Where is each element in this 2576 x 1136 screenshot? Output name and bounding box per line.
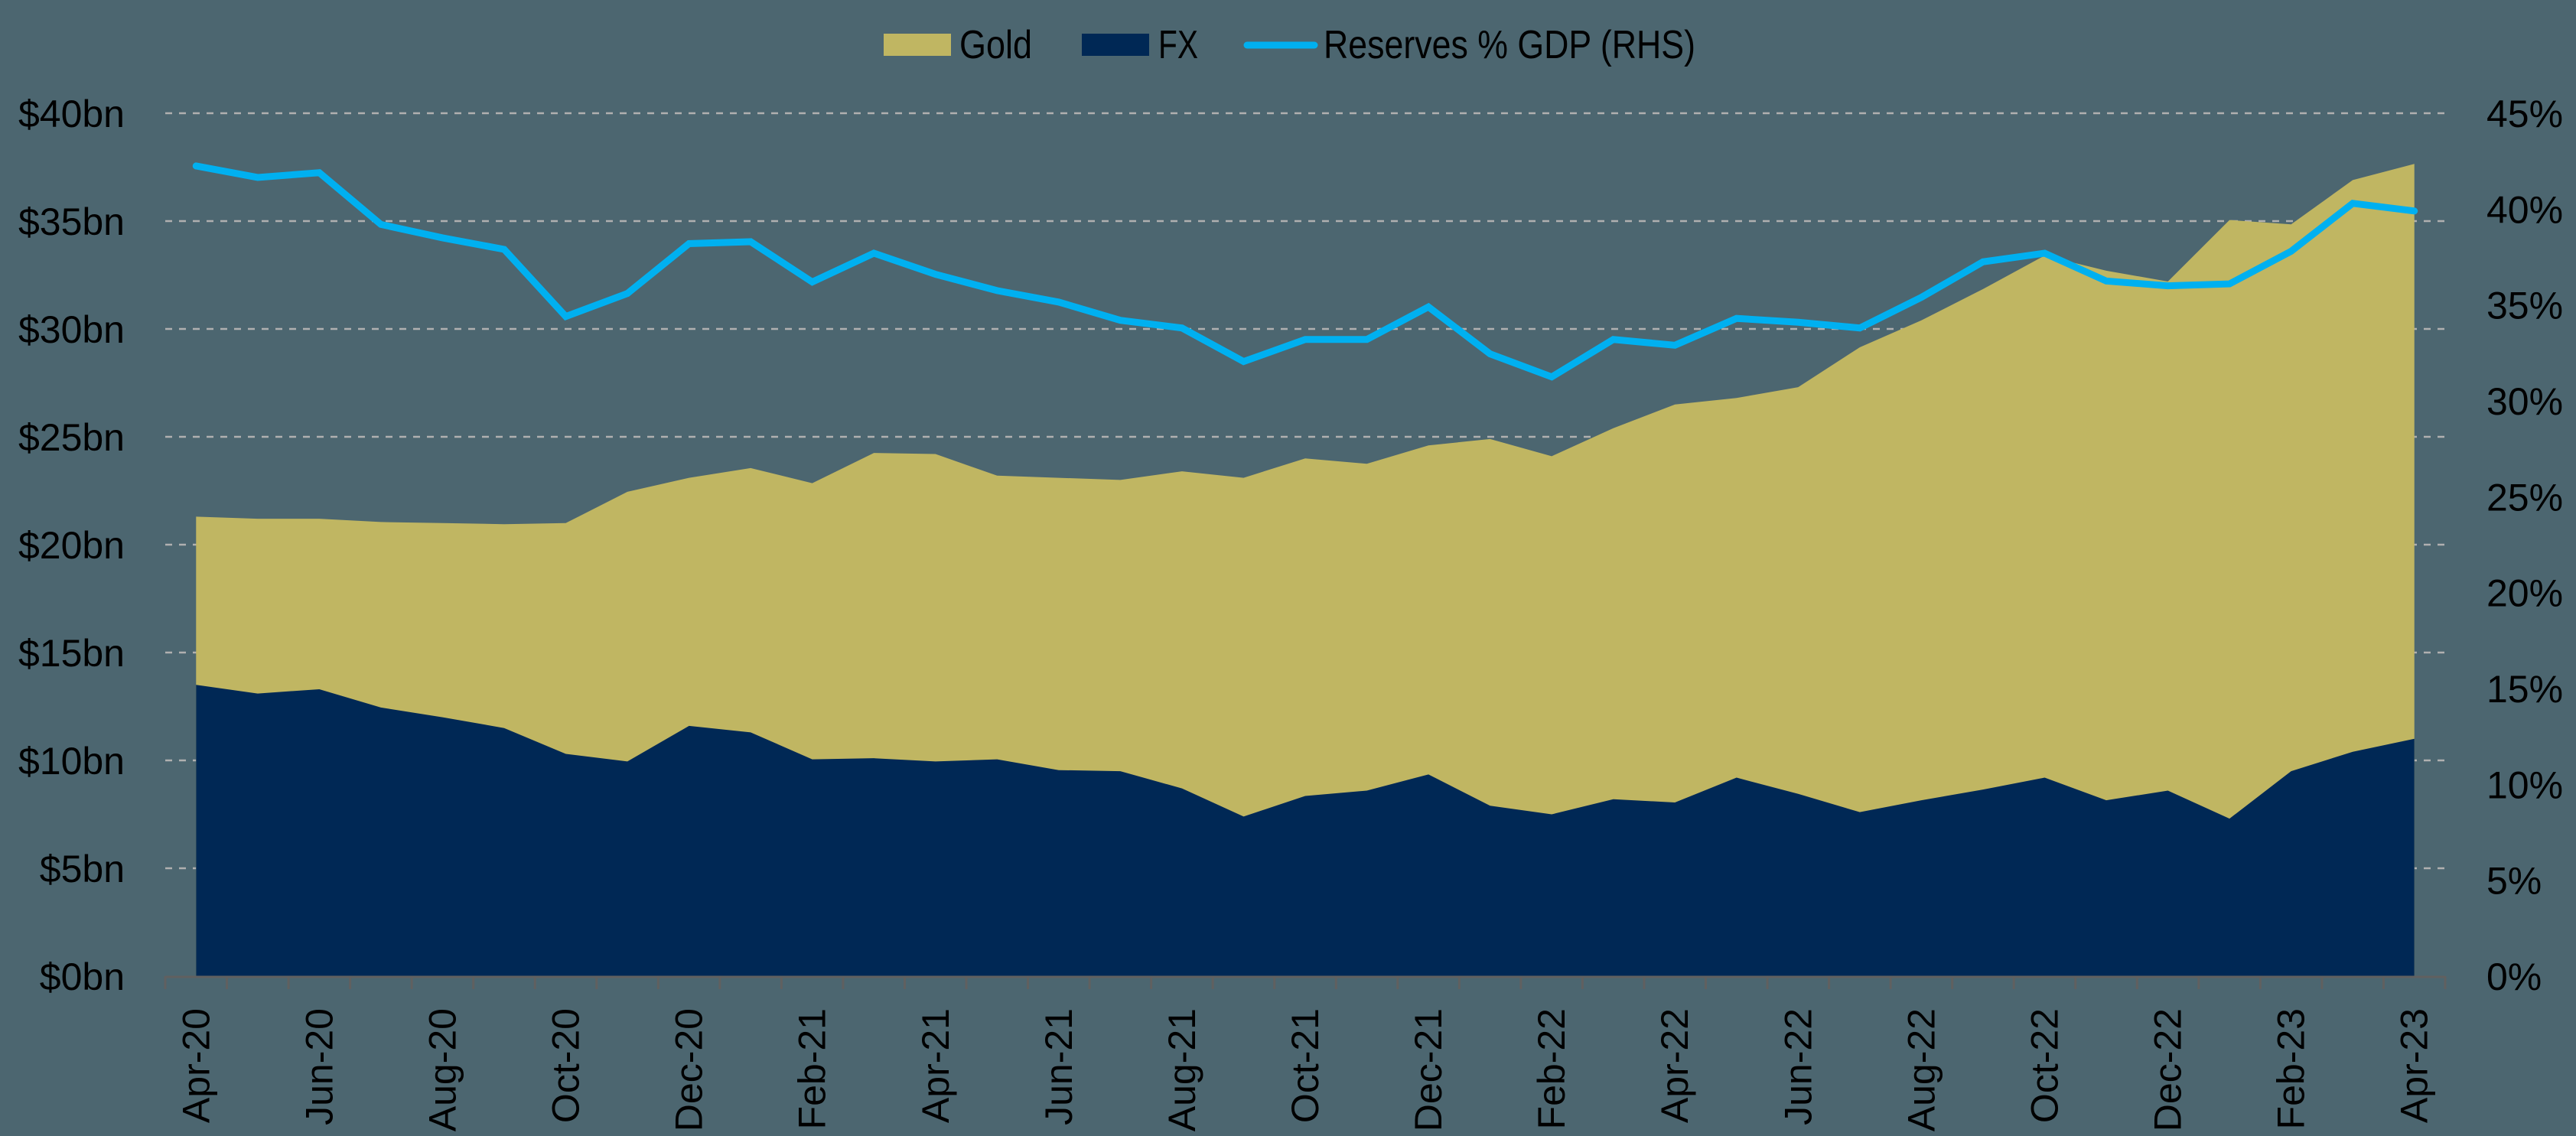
y-right-tick-label: 45%: [2486, 93, 2563, 135]
y-left-tick-label: $40bn: [18, 93, 125, 135]
y-left-tick-label: $25bn: [18, 416, 125, 459]
legend-swatch-gold: [884, 34, 951, 56]
plot-areas: [196, 164, 2415, 976]
y-axis-right: 0% 5% 10% 15% 20% 25% 30% 35% 40% 45%: [2486, 93, 2563, 998]
x-tick-label: Oct-20: [545, 1008, 588, 1123]
x-tick-label: Dec-20: [668, 1008, 711, 1131]
y-right-tick-label: 40%: [2486, 188, 2563, 231]
legend-label-reserves: Reserves % GDP (RHS): [1324, 23, 1695, 67]
x-tick-label: Aug-20: [421, 1008, 464, 1131]
y-right-tick-label: 10%: [2486, 763, 2563, 806]
y-axis-left: $0bn $5bn $10bn $15bn $20bn $25bn $30bn $35bn $4…: [18, 93, 125, 998]
y-right-tick-label: 35%: [2486, 285, 2563, 327]
x-tick-label: Apr-22: [1653, 1008, 1696, 1123]
y-left-tick-label: $20bn: [18, 524, 125, 567]
y-left-tick-label: $5bn: [40, 848, 125, 890]
y-right-tick-label: 25%: [2486, 476, 2563, 519]
x-tick-label: Feb-21: [791, 1008, 834, 1129]
y-left-tick-label: $30bn: [18, 308, 125, 351]
x-tick-label: Feb-23: [2270, 1008, 2313, 1129]
reserves-gdp-line: [192, 162, 2418, 381]
x-tick-label: Jun-21: [1037, 1008, 1080, 1125]
y-left-tick-label: $15bn: [18, 632, 125, 675]
y-right-tick-label: 20%: [2486, 572, 2563, 615]
y-right-tick-label: 30%: [2486, 380, 2563, 423]
x-tick-label: Jun-20: [298, 1008, 340, 1125]
x-axis: [164, 975, 2447, 989]
x-tick-label: Jun-22: [1776, 1008, 1819, 1125]
x-tick-label: Apr-21: [914, 1008, 957, 1123]
y-right-tick-label: 5%: [2486, 860, 2542, 903]
fx-area: [196, 685, 2415, 976]
legend-label-fx: FX: [1158, 23, 1198, 67]
x-tick-label: Apr-20: [174, 1008, 217, 1123]
x-axis-labels: Apr-20 Jun-20 Aug-20 Oct-20 Dec-20 Feb-21 Apr-…: [174, 1008, 2435, 1131]
x-tick-label: Apr-23: [2393, 1008, 2436, 1123]
y-right-tick-label: 15%: [2486, 668, 2563, 711]
x-tick-label: Aug-22: [1900, 1008, 1943, 1131]
x-tick-label: Feb-22: [1530, 1008, 1573, 1129]
x-tick-label: Oct-21: [1284, 1008, 1327, 1123]
x-tick-label: Dec-21: [1407, 1008, 1450, 1131]
y-left-tick-label: $35bn: [18, 200, 125, 243]
legend: Gold FX Reserves % GDP (RHS): [884, 23, 1695, 67]
x-tick-label: Aug-21: [1161, 1008, 1203, 1131]
x-tick-label: Oct-22: [2023, 1008, 2066, 1123]
x-tick-label: Dec-22: [2147, 1008, 2190, 1131]
y-right-tick-label: 0%: [2486, 955, 2542, 998]
legend-swatch-fx: [1082, 34, 1149, 56]
legend-label-gold: Gold: [959, 23, 1032, 67]
y-left-tick-label: $10bn: [18, 740, 125, 783]
plot-lines: [192, 162, 2418, 381]
y-left-tick-label: $0bn: [40, 955, 125, 998]
